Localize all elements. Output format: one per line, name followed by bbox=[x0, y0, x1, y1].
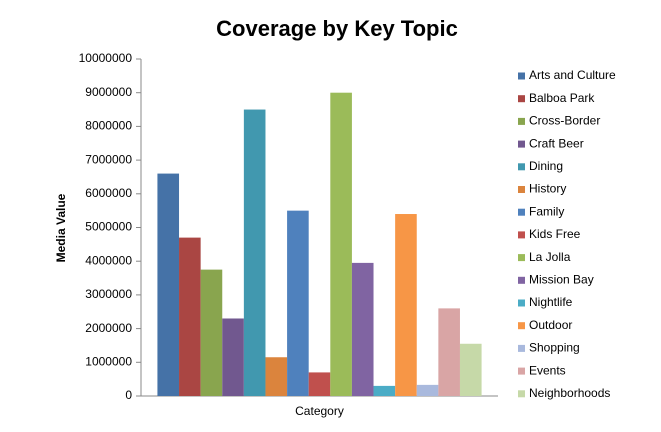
bar bbox=[351, 262, 374, 396]
legend-swatch bbox=[518, 390, 525, 398]
legend-label: Dining bbox=[529, 159, 563, 173]
bar bbox=[222, 318, 244, 396]
y-tick-label: 7000000 bbox=[85, 152, 132, 166]
bar bbox=[287, 210, 309, 396]
legend-swatch bbox=[518, 95, 525, 103]
bar bbox=[265, 357, 288, 396]
legend-swatch bbox=[518, 367, 525, 375]
y-tick-label: 3000000 bbox=[85, 287, 132, 301]
legend-label: Craft Beer bbox=[529, 136, 584, 150]
y-tick-label: 2000000 bbox=[85, 321, 132, 335]
legend-label: Outdoor bbox=[529, 318, 572, 332]
bar bbox=[243, 109, 266, 397]
y-tick-label: 9000000 bbox=[85, 85, 132, 99]
legend-label: History bbox=[529, 182, 566, 196]
legend-label: Family bbox=[529, 204, 564, 218]
y-tick-label: 4000000 bbox=[85, 253, 132, 267]
legend-label: Cross-Border bbox=[529, 114, 600, 128]
legend-label: Nightlife bbox=[529, 295, 573, 309]
legend-label: Events bbox=[529, 363, 566, 377]
y-tick-label: 1000000 bbox=[85, 354, 132, 368]
bar bbox=[373, 385, 396, 396]
legend-label: Kids Free bbox=[529, 227, 581, 241]
y-axis-title: Media Value bbox=[54, 193, 68, 262]
legend-swatch bbox=[518, 344, 525, 352]
legend-swatch bbox=[518, 72, 525, 80]
legend-swatch bbox=[518, 117, 525, 125]
legend-label: La Jolla bbox=[529, 250, 571, 264]
legend-label: Mission Bay bbox=[529, 272, 594, 286]
legend-swatch bbox=[518, 254, 525, 262]
legend-label: Neighborhoods bbox=[529, 386, 610, 400]
legend-swatch bbox=[518, 186, 525, 193]
bar bbox=[330, 92, 352, 396]
bar bbox=[395, 214, 417, 396]
legend-swatch bbox=[518, 299, 525, 307]
bar bbox=[200, 269, 223, 396]
legend-label: Shopping bbox=[529, 341, 580, 355]
x-tick-label: Category bbox=[295, 404, 344, 418]
y-tick-label: 5000000 bbox=[85, 220, 132, 234]
legend-swatch bbox=[518, 163, 525, 171]
legend-swatch bbox=[518, 322, 525, 330]
y-tick-label: 10000000 bbox=[79, 51, 133, 65]
y-tick-label: 6000000 bbox=[85, 186, 132, 200]
bar bbox=[416, 384, 439, 396]
chart-title: Coverage by Key Topic bbox=[216, 16, 458, 41]
legend-swatch bbox=[518, 208, 525, 216]
bar bbox=[308, 372, 331, 396]
legend-swatch bbox=[518, 231, 525, 239]
y-tick-label: 8000000 bbox=[85, 119, 132, 133]
bar bbox=[179, 237, 201, 396]
bar bbox=[459, 343, 482, 396]
legend-swatch bbox=[518, 276, 525, 284]
bar bbox=[438, 308, 460, 396]
y-tick-label: 0 bbox=[125, 388, 132, 402]
legend-swatch bbox=[518, 140, 525, 148]
bar bbox=[157, 173, 180, 396]
legend-label: Balboa Park bbox=[529, 91, 595, 105]
legend-label: Arts and Culture bbox=[529, 68, 616, 82]
